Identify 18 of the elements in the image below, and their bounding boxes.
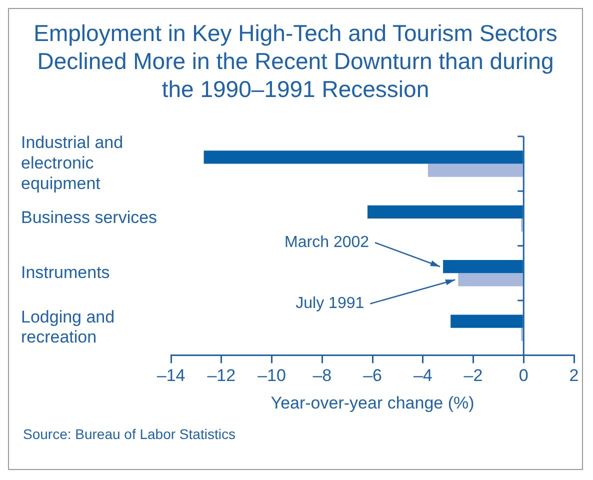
y-tick-label: Industrial and electronic equipment bbox=[21, 133, 124, 193]
x-tick-label: –6 bbox=[363, 366, 382, 386]
y-tick-label: Lodging and recreation bbox=[21, 307, 115, 347]
x-tick-label: –12 bbox=[207, 366, 236, 386]
x-tick-label: –10 bbox=[258, 366, 286, 386]
x-tick-label: –4 bbox=[413, 366, 432, 386]
x-tick-label: 0 bbox=[518, 366, 528, 386]
text: July 1991 bbox=[296, 295, 364, 312]
y-tick-label: Business services bbox=[21, 208, 158, 228]
x-tick-label: 2 bbox=[569, 366, 579, 386]
x-tick-label: –14 bbox=[156, 366, 186, 386]
chart-title: Employment in Key High-Tech and Tourism Sectors Declined More in the Recent Downturn than during the 1990–1991 Recession bbox=[32, 19, 558, 103]
x-tick-label: –8 bbox=[312, 366, 332, 386]
series-label: March 2002 bbox=[284, 234, 370, 251]
source-note: Source: Bureau of Labor Statistics bbox=[23, 426, 236, 442]
x-axis-title: Year-over-year change (%) bbox=[270, 393, 474, 412]
x-tick-label: –2 bbox=[464, 366, 483, 386]
y-tick-label: Instruments bbox=[21, 262, 110, 282]
